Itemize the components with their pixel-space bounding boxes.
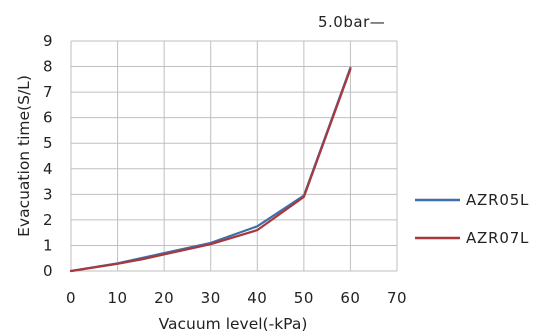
x-tick-label: 60 bbox=[340, 289, 360, 307]
chart-series-layer bbox=[69, 66, 352, 273]
x-axis-ticks: 0 10 20 30 40 50 60 70 bbox=[66, 289, 407, 307]
y-axis-ticks: 0 1 2 3 4 5 6 7 8 9 bbox=[43, 32, 53, 280]
y-tick-label: 1 bbox=[43, 236, 53, 254]
y-tick-label: 9 bbox=[43, 32, 53, 50]
y-tick-label: 4 bbox=[43, 160, 53, 178]
y-tick-label: 7 bbox=[43, 83, 53, 101]
y-tick-label: 6 bbox=[43, 109, 53, 127]
x-tick-label: 30 bbox=[201, 289, 221, 307]
x-tick-label: 50 bbox=[294, 289, 314, 307]
legend-label-azr07l: AZR07L bbox=[466, 229, 529, 247]
y-tick-label: 2 bbox=[43, 211, 53, 229]
x-tick-label: 0 bbox=[66, 289, 76, 307]
chart-legend: AZR05L AZR07L bbox=[415, 191, 529, 247]
x-tick-label: 20 bbox=[154, 289, 174, 307]
y-axis-title: Evacuation time(S/L) bbox=[15, 75, 33, 237]
series-line-azr07l bbox=[69, 67, 352, 273]
y-tick-label: 8 bbox=[43, 58, 53, 76]
y-tick-label: 0 bbox=[43, 262, 53, 280]
legend-label-azr05l: AZR05L bbox=[466, 191, 529, 209]
x-tick-label: 70 bbox=[387, 289, 407, 307]
y-tick-label: 3 bbox=[43, 185, 53, 203]
x-axis-title: Vacuum level(-kPa) bbox=[159, 315, 308, 333]
y-tick-label: 5 bbox=[43, 134, 53, 152]
pressure-annotation: 5.0bar— bbox=[318, 13, 385, 31]
chart-grid bbox=[70, 40, 398, 272]
x-tick-label: 40 bbox=[247, 289, 267, 307]
x-tick-label: 10 bbox=[108, 289, 128, 307]
